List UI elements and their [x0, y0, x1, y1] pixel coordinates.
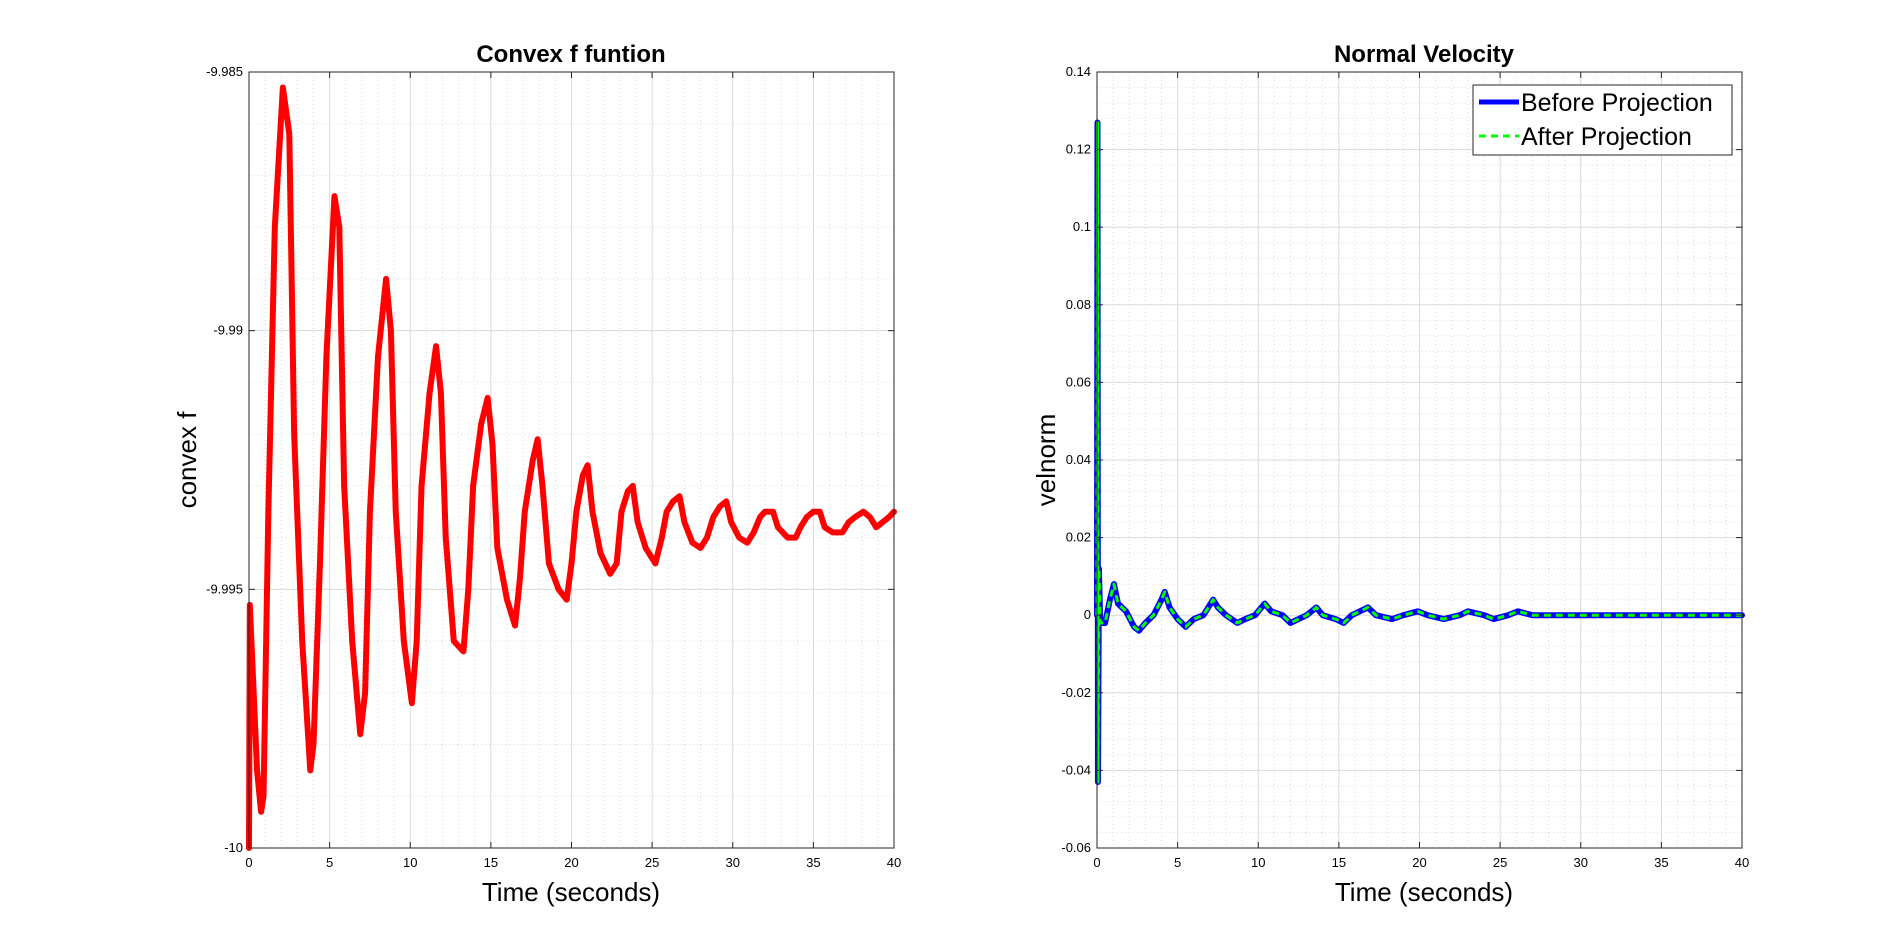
convex-f-series	[246, 84, 897, 851]
legend-box	[1472, 84, 1733, 156]
normal-velocity-series	[1094, 119, 1745, 786]
x-tick-label: 25	[1493, 855, 1507, 870]
x-tick-label: 0	[1093, 855, 1100, 870]
x-tick-label: 5	[326, 855, 333, 870]
x-tick-label: 0	[245, 855, 252, 870]
x-tick-label: 20	[1412, 855, 1426, 870]
x-tick-label: 40	[1735, 855, 1749, 870]
x-tick-label: 15	[1332, 855, 1346, 870]
x-tick-label: 25	[645, 855, 659, 870]
convex-f-title: Convex f funtion	[476, 41, 665, 68]
y-tick-label: 0.08	[1066, 297, 1091, 312]
convex-f-ticks: 0 5 10 15 20 25 30 35 40 -10 -9.995 -9.99 -9.985	[206, 64, 901, 870]
normal-velocity-ticks: 0 5 10 15 20 25 30 35 40 -0.06 -0.04 -0.02 0 0.02 0.04…	[1061, 64, 1749, 870]
x-tick-label: 40	[887, 855, 901, 870]
legend: Before Projection After Projection	[1472, 84, 1733, 156]
convex-f-xlabel: Time (seconds)	[482, 877, 660, 907]
convex-f-chart: 0 5 10 15 20 25 30 35 40 -10 -9.995 -9.99 -9.985 Con…	[172, 41, 901, 907]
x-tick-label: 10	[1251, 855, 1265, 870]
normal-velocity-series-line-1	[1095, 120, 1742, 784]
x-tick-label: 30	[1574, 855, 1588, 870]
normal-velocity-ylabel: velnorm	[1031, 414, 1061, 506]
y-tick-label: -0.06	[1061, 840, 1091, 855]
y-tick-label: 0.14	[1066, 64, 1091, 79]
y-tick-label: -9.985	[206, 64, 243, 79]
y-tick-label: 0.12	[1066, 142, 1091, 157]
y-tick-label: -9.995	[206, 581, 243, 596]
normal-velocity-xlabel: Time (seconds)	[1335, 877, 1513, 907]
y-tick-label: 0.04	[1066, 452, 1091, 467]
y-tick-label: 0.02	[1066, 530, 1091, 545]
y-tick-label: 0.1	[1073, 219, 1091, 234]
legend-label-before-projection: Before Projection	[1521, 89, 1713, 117]
x-tick-label: 35	[1654, 855, 1668, 870]
convex-f-series-line-0	[246, 84, 897, 851]
normal-velocity-title: Normal Velocity	[1334, 41, 1515, 68]
convex-f-ylabel: convex f	[172, 411, 202, 509]
x-tick-label: 20	[564, 855, 578, 870]
y-tick-label: -0.02	[1061, 685, 1091, 700]
x-tick-label: 10	[403, 855, 417, 870]
x-tick-label: 35	[806, 855, 820, 870]
x-tick-label: 15	[484, 855, 498, 870]
x-tick-label: 5	[1174, 855, 1181, 870]
y-tick-label: -0.04	[1061, 762, 1091, 777]
legend-label-after-projection: After Projection	[1521, 123, 1692, 151]
normal-velocity-chart: 0 5 10 15 20 25 30 35 40 -0.06 -0.04 -0.02 0 0.02 0.04…	[1031, 41, 1749, 907]
y-tick-label: 0	[1084, 607, 1091, 622]
y-tick-label: -9.99	[213, 323, 243, 338]
y-tick-label: 0.06	[1066, 374, 1091, 389]
x-tick-label: 30	[726, 855, 740, 870]
y-tick-label: -10	[224, 840, 243, 855]
